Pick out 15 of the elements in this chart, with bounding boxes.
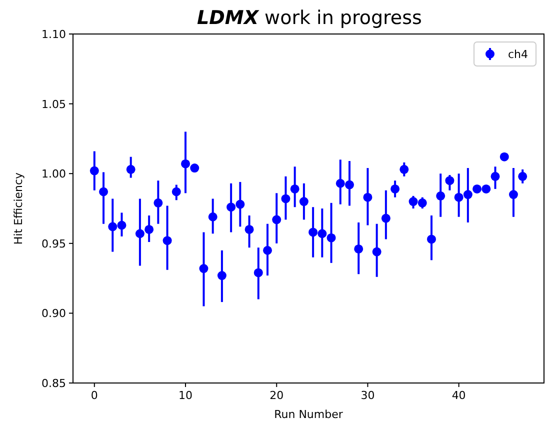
chart-title: LDMX work in progress: [197, 7, 422, 29]
y-tick-label: 1.05: [42, 98, 66, 111]
x-tick-label: 0: [90, 389, 98, 402]
x-tick-label: 20: [270, 389, 284, 402]
y-tick-label: 1.10: [42, 28, 66, 41]
legend-label: ch4: [508, 48, 528, 61]
y-tick-label: 0.95: [42, 237, 66, 250]
x-tick-label: 40: [452, 389, 466, 402]
x-tick-label: 10: [178, 389, 193, 402]
y-tick-label: 0.85: [42, 377, 66, 390]
y-tick-label: 0.90: [42, 307, 66, 320]
x-axis-title: Run Number: [274, 408, 344, 421]
y-axis-title: Hit Efficiency: [12, 172, 25, 245]
y-tick-label: 1.00: [42, 168, 66, 181]
x-tick-label: 30: [360, 389, 375, 402]
